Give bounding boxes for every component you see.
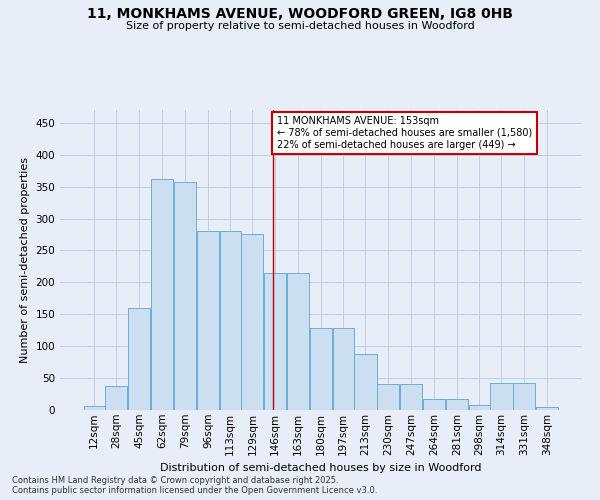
Bar [536,407,558,410]
Bar [446,398,468,410]
Y-axis label: Number of semi-detached properties: Number of semi-detached properties [20,157,30,363]
Bar [197,230,219,410]
Bar [128,308,151,410]
Bar [513,383,535,410]
Text: Contains HM Land Registry data © Crown copyright and database right 2025.: Contains HM Land Registry data © Crown c… [12,476,338,485]
Text: Contains public sector information licensed under the Open Government Licence v3: Contains public sector information licen… [12,486,377,495]
Bar [84,406,104,410]
Bar [333,328,353,410]
Bar [264,273,286,410]
Bar [377,384,400,410]
Bar [241,234,263,410]
Bar [423,398,445,410]
Bar [105,386,127,410]
Bar [287,273,309,410]
Bar [310,328,332,410]
Bar [151,179,173,410]
Text: Size of property relative to semi-detached houses in Woodford: Size of property relative to semi-detach… [125,21,475,31]
Bar [469,405,490,410]
Bar [490,383,512,410]
Bar [220,230,241,410]
Text: 11, MONKHAMS AVENUE, WOODFORD GREEN, IG8 0HB: 11, MONKHAMS AVENUE, WOODFORD GREEN, IG8… [87,8,513,22]
Bar [355,354,377,410]
X-axis label: Distribution of semi-detached houses by size in Woodford: Distribution of semi-detached houses by … [160,463,482,473]
Bar [400,384,422,410]
Bar [174,182,196,410]
Text: 11 MONKHAMS AVENUE: 153sqm
← 78% of semi-detached houses are smaller (1,580)
22%: 11 MONKHAMS AVENUE: 153sqm ← 78% of semi… [277,116,532,150]
